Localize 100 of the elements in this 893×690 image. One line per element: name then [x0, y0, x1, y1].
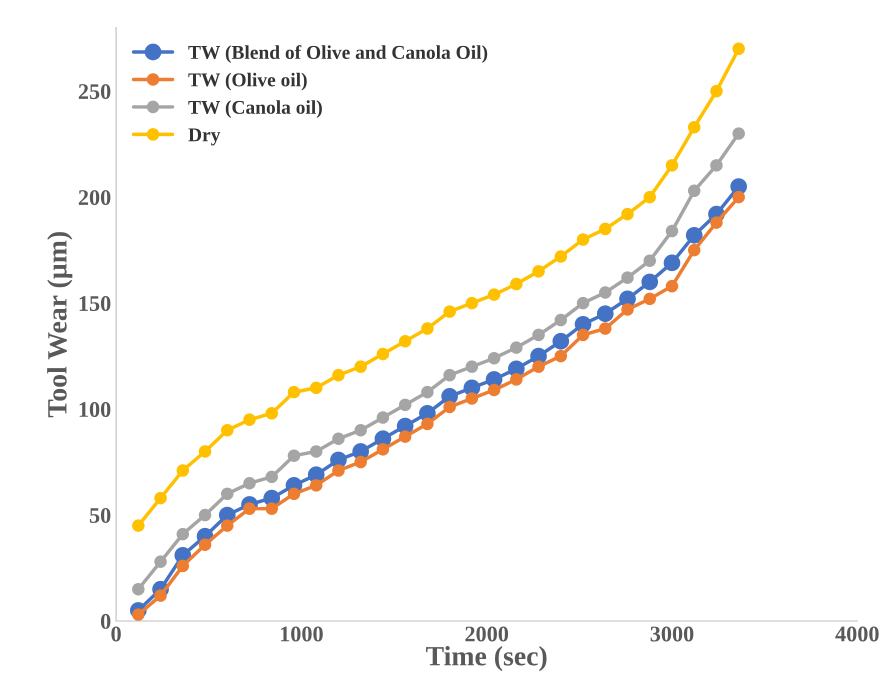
point — [421, 322, 434, 335]
point — [710, 84, 723, 98]
point — [176, 528, 190, 540]
point — [686, 226, 703, 244]
point — [288, 488, 300, 500]
point — [488, 288, 500, 301]
point — [641, 274, 658, 290]
point — [176, 560, 190, 572]
point — [488, 384, 500, 396]
point — [554, 314, 568, 326]
point — [443, 305, 456, 318]
point — [198, 445, 212, 458]
point — [688, 244, 700, 256]
x-tick-label: 4000 — [835, 626, 879, 642]
point — [466, 392, 478, 405]
legend-label: TW (Blend of Olive and Canola Oil) — [188, 45, 488, 63]
x-tick-label: 2000 — [465, 626, 508, 642]
point — [576, 233, 590, 246]
point — [354, 360, 367, 373]
point — [398, 398, 412, 412]
point — [510, 373, 523, 386]
point — [532, 265, 545, 278]
legend-label: TW (Canola oil) — [188, 100, 322, 118]
point — [576, 328, 590, 342]
point — [288, 386, 300, 398]
point — [643, 254, 656, 267]
point — [732, 127, 745, 140]
point — [354, 456, 367, 468]
point — [599, 222, 612, 236]
point — [288, 449, 300, 462]
point — [554, 350, 568, 362]
point — [643, 292, 656, 306]
point — [666, 224, 678, 238]
x-tick-label: 1000 — [280, 626, 323, 642]
point — [688, 184, 700, 198]
point — [221, 488, 234, 500]
point — [154, 589, 167, 602]
y-tick-label: 100 — [80, 402, 110, 417]
point — [552, 332, 570, 350]
point — [176, 464, 190, 477]
point — [376, 411, 390, 424]
point — [310, 445, 322, 458]
point — [154, 555, 167, 568]
point — [576, 296, 590, 310]
point — [510, 278, 523, 290]
point — [554, 250, 568, 263]
point — [332, 464, 345, 477]
point — [221, 424, 234, 437]
point — [443, 368, 456, 382]
point — [710, 159, 723, 172]
point — [666, 280, 678, 292]
point — [332, 432, 345, 445]
point — [221, 519, 234, 532]
point — [332, 368, 345, 382]
y-tick-label: 200 — [78, 190, 110, 206]
point — [510, 341, 523, 354]
point — [376, 443, 390, 456]
point — [532, 360, 545, 373]
point — [132, 582, 145, 596]
point — [596, 305, 614, 322]
point — [265, 470, 278, 484]
point — [466, 360, 478, 373]
y-tick-label: 50 — [90, 508, 110, 523]
point — [310, 382, 322, 394]
point — [265, 407, 278, 420]
point — [732, 42, 745, 56]
x-axis-title: Time (sec) — [426, 646, 547, 672]
point — [599, 286, 612, 299]
point — [664, 254, 680, 272]
point — [265, 502, 278, 515]
point — [710, 216, 723, 229]
point — [621, 271, 634, 284]
y-tick-label: 0 — [100, 614, 110, 629]
point — [666, 159, 678, 172]
point — [398, 335, 412, 348]
point — [621, 303, 634, 316]
y-tick-label: 250 — [78, 84, 110, 100]
point — [421, 418, 434, 430]
point — [443, 400, 456, 414]
point — [243, 476, 256, 490]
point — [688, 120, 700, 134]
point — [398, 430, 412, 443]
legend-label: Dry — [188, 128, 220, 146]
point — [532, 328, 545, 342]
y-axis-title: Tool Wear (µm) — [47, 232, 72, 418]
point — [310, 479, 322, 492]
point — [376, 348, 390, 360]
point — [243, 413, 256, 426]
point — [488, 352, 500, 364]
point — [643, 190, 656, 204]
point — [154, 492, 167, 504]
point — [466, 296, 478, 310]
point — [198, 538, 212, 551]
y-tick-label: 150 — [80, 296, 110, 312]
legend-label: TW (Olive oil) — [188, 72, 307, 90]
point — [732, 190, 745, 204]
x-tick-label: 0 — [111, 626, 121, 642]
point — [599, 322, 612, 335]
point — [132, 519, 145, 532]
point — [621, 208, 634, 220]
